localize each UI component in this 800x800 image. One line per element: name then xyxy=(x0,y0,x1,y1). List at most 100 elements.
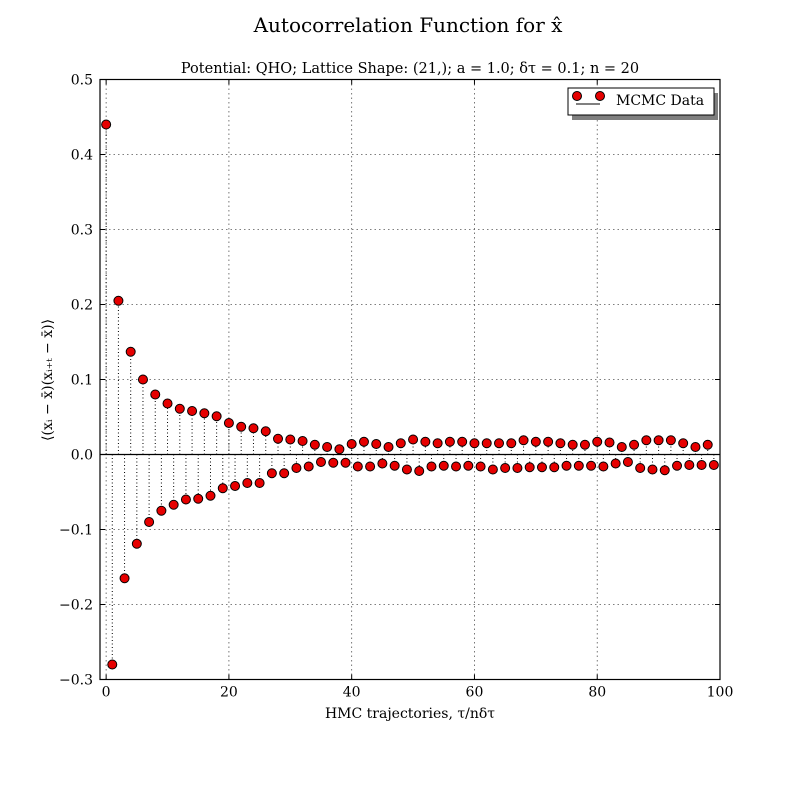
data-point xyxy=(635,463,646,473)
y-axis-label: ⟨(xᵢ − x̄)(xᵢ₊ₜ − x̄)⟩ xyxy=(40,319,56,441)
data-point xyxy=(494,438,505,449)
y-tick-label: 0.3 xyxy=(71,223,93,239)
data-point xyxy=(641,435,652,446)
data-point xyxy=(500,463,511,473)
data-point xyxy=(260,426,271,437)
data-point xyxy=(665,435,676,446)
data-point xyxy=(481,438,492,449)
y-tick-label: 0.5 xyxy=(71,73,93,89)
data-point xyxy=(592,436,603,447)
axis-ticks: 0 20 40 60 80 100 −0.3 −0.2 −0.1 0.0 0.1 0.2 0.3 0.4 0… xyxy=(59,73,733,701)
data-point xyxy=(561,460,572,471)
data-point xyxy=(696,460,707,470)
data-point xyxy=(604,437,615,448)
data-point xyxy=(672,460,683,471)
data-point xyxy=(457,436,468,447)
x-tick-label: 0 xyxy=(102,685,111,701)
chart-title: Autocorrelation Function for x̂ xyxy=(253,13,564,37)
grid-lines xyxy=(100,79,720,680)
legend: MCMC Data xyxy=(567,87,718,120)
data-point xyxy=(352,461,363,472)
data-point xyxy=(377,458,388,469)
data-point xyxy=(408,434,419,445)
data-point xyxy=(119,573,130,584)
data-point xyxy=(242,478,253,488)
x-tick-label: 80 xyxy=(588,685,606,701)
data-point xyxy=(524,462,535,473)
data-point xyxy=(536,462,547,473)
data-point xyxy=(107,659,118,670)
data-point xyxy=(389,460,400,471)
legend-label: MCMC Data xyxy=(616,93,704,109)
data-point xyxy=(334,444,345,455)
y-tick-label: −0.1 xyxy=(59,523,93,539)
data-markers xyxy=(101,119,719,670)
data-point xyxy=(684,460,695,470)
data-point xyxy=(586,460,597,471)
data-point xyxy=(487,464,498,475)
data-point xyxy=(187,406,198,416)
data-point xyxy=(162,398,173,409)
data-point xyxy=(297,436,308,446)
data-point xyxy=(420,436,431,447)
data-point xyxy=(475,461,486,472)
data-point xyxy=(309,439,320,450)
data-point xyxy=(315,457,326,467)
data-point xyxy=(285,434,296,445)
data-point xyxy=(180,494,191,505)
y-tick-label: 0.1 xyxy=(71,373,93,389)
data-point xyxy=(346,439,357,449)
data-point xyxy=(254,478,265,488)
data-point xyxy=(101,119,112,130)
data-point xyxy=(463,460,474,471)
data-point xyxy=(401,464,412,475)
data-point xyxy=(610,458,621,469)
data-point xyxy=(131,538,142,549)
data-point xyxy=(230,481,241,491)
data-point xyxy=(125,346,136,357)
data-point xyxy=(549,462,560,473)
data-point xyxy=(659,465,670,476)
data-point xyxy=(193,493,204,504)
x-tick-label: 100 xyxy=(707,685,734,701)
data-point xyxy=(616,442,627,452)
data-point xyxy=(371,439,382,449)
data-point xyxy=(518,435,529,446)
data-point xyxy=(506,438,517,449)
data-point xyxy=(340,457,351,468)
data-point xyxy=(567,439,578,450)
data-point xyxy=(598,461,609,472)
y-tick-label: 0.0 xyxy=(71,448,93,464)
data-point xyxy=(530,436,541,447)
data-point xyxy=(113,295,124,306)
data-point xyxy=(137,374,148,385)
data-point xyxy=(156,505,167,516)
data-point xyxy=(211,411,222,422)
data-point xyxy=(555,438,566,449)
data-point xyxy=(573,460,584,471)
data-point xyxy=(702,439,713,450)
data-point xyxy=(543,436,554,447)
chart-subtitle: Potential: QHO; Lattice Shape: (21,); a … xyxy=(181,61,639,77)
data-point xyxy=(629,439,640,450)
data-point xyxy=(174,403,185,414)
data-point xyxy=(144,517,155,527)
data-point xyxy=(236,421,247,432)
data-point xyxy=(322,442,333,452)
data-point xyxy=(383,442,394,452)
data-point xyxy=(248,423,259,434)
data-point xyxy=(708,460,719,470)
data-point xyxy=(579,439,590,450)
data-point xyxy=(647,464,658,475)
data-point xyxy=(653,435,664,446)
data-point xyxy=(217,483,228,494)
data-point xyxy=(438,460,449,471)
legend-marker xyxy=(572,91,582,101)
data-point xyxy=(273,433,284,444)
data-point xyxy=(328,457,339,468)
data-point xyxy=(205,490,216,501)
legend-marker xyxy=(595,91,605,101)
data-point xyxy=(690,442,701,452)
